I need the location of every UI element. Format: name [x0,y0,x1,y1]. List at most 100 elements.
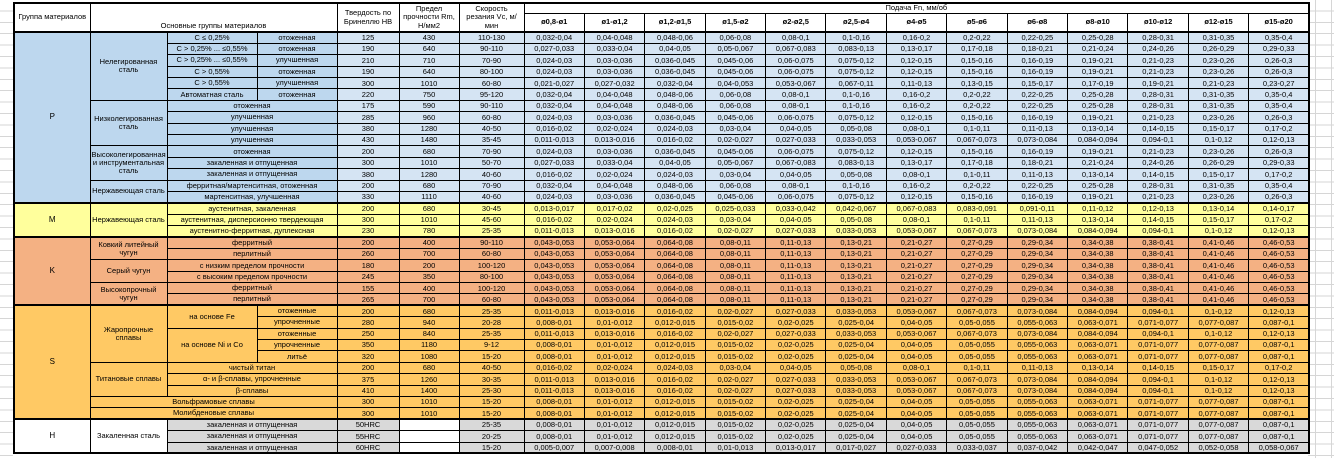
feed-cell: 0,06-0,08 [704,88,767,101]
feed-cell: 0,11-0,13 [765,270,827,284]
feed-cell: 0,043-0,053 [523,282,585,295]
feed-cell: 0,16-0,2 [885,88,948,101]
feed-cell: 0,005-0,007 [523,441,585,454]
feed-cell: 0,083-0,13 [825,156,887,170]
feed-cell: 0,04-0,05 [885,430,948,443]
strength-cell: 680 [398,179,460,192]
feed-cell: 0,094-0,1 [1127,225,1189,238]
feed-cell: 0,075-0,12 [825,54,887,67]
feed-cell: 0,03-0,04 [704,168,767,181]
feed-cell: 0,05-0,055 [946,350,1008,363]
speed-cell: 90-110 [458,235,525,249]
feed-cell: 0,13-0,14 [1187,201,1250,215]
group-letter-cell: P [13,31,91,204]
speed-cell: 40-60 [458,190,525,204]
feed-cell: 0,17-0,18 [946,156,1008,170]
feed-cell: 0,46-0,53 [1248,259,1310,272]
table-row: аустенитная, дисперсионно твердеющая 300 1… [14,213,1310,227]
feed-cell: 0,011-0,013 [523,373,585,386]
feed-cell: 0,13-0,15 [946,77,1008,90]
material-label-cell: закаленная и отпущенная [166,441,338,454]
feed-cell: 0,084-0,094 [1067,225,1129,238]
feed-cell: 0,08-0,11 [704,270,767,284]
strength-cell: 1010 [398,407,460,420]
hardness-cell: 300 [336,156,400,170]
feed-cell: 0,38-0,41 [1127,282,1189,295]
feed-cell: 0,094-0,1 [1127,133,1189,147]
feed-cell: 0,02-0,025 [765,407,827,420]
feed-cell: 0,02-0,025 [765,430,827,443]
feed-cell: 0,025-0,04 [825,316,887,329]
feed-cell: 0,03-0,04 [704,213,767,227]
speed-cell: 30-35 [458,373,525,386]
hardness-cell: 220 [336,88,400,101]
speed-cell: 15-20 [458,395,525,409]
feed-cell: 0,06-0,08 [704,99,767,113]
feed-cell: 0,013-0,016 [583,327,646,341]
feed-cell: 0,19-0,21 [1067,54,1129,67]
table-row: перлитный 265 700 60-80 0,043-0,053 0,053-0,0… [14,293,1310,306]
feed-cell: 0,23-0,26 [1187,190,1250,204]
feed-cell: 0,03-0,036 [583,54,646,67]
feed-cell: 0,06-0,075 [765,65,827,79]
feed-cell: 0,08-0,11 [704,235,767,249]
feed-cell: 0,31-0,35 [1187,179,1250,192]
feed-cell: 0,073-0,084 [1006,225,1069,238]
feed-cell: 0,06-0,075 [765,54,827,67]
feed-cell: 0,02-0,024 [583,213,646,227]
feed-cell: 0,048-0,06 [644,88,706,101]
material-label-cell: отоженная [256,42,338,56]
feed-cell: 0,23-0,26 [1187,111,1250,124]
table-row: C > 0,25% ... ≤0,55% отоженная 190 640 90-11… [14,42,1310,56]
speed-cell: 40-50 [458,122,525,136]
feed-cell: 0,26-0,3 [1248,54,1310,67]
group-letter-cell: S [13,304,91,420]
feed-cell: 0,13-0,21 [825,247,887,261]
feed-cell: 0,28-0,31 [1127,179,1189,192]
feed-cell: 0,26-0,29 [1187,156,1250,170]
strength-cell [398,441,460,454]
feed-cell: 0,027-0,033 [765,327,827,341]
feed-cell: 0,075-0,12 [825,145,887,158]
hardness-cell: 190 [336,65,400,79]
feed-cell: 0,17-0,2 [1248,122,1310,136]
feed-cell: 0,14-0,17 [1248,201,1310,215]
feed-cell: 0,21-0,24 [1067,156,1129,170]
feed-cell: 0,04-0,05 [885,418,948,432]
material-label-cell: C > 0,25% ... ≤0,55% [166,42,258,56]
feed-cell: 0,01-0,012 [583,430,646,443]
feed-cell: 0,063-0,071 [1067,407,1129,420]
feed-cell: 0,11-0,13 [1006,122,1069,136]
feed-cell: 0,21-0,27 [885,247,948,261]
hardness-cell: 155 [336,282,400,295]
feed-cell: 0,033-0,053 [825,373,887,386]
feed-cell: 0,016-0,02 [644,384,706,398]
feed-cell: 0,027-0,032 [583,77,646,90]
feed-cell: 0,025-0,04 [825,418,887,432]
material-label-cell: Молибденовые сплавы [89,407,338,420]
feed-cell: 0,06-0,08 [704,179,767,192]
feed-cell: 0,41-0,46 [1187,259,1250,272]
feed-cell: 0,064-0,08 [644,259,706,272]
feed-cell: 0,048-0,06 [644,179,706,192]
feed-cell: 0,24-0,26 [1127,42,1189,56]
feed-cell: 0,27-0,29 [946,270,1008,284]
feed-cell: 0,025-0,04 [825,407,887,420]
feed-cell: 0,15-0,16 [946,65,1008,79]
feed-cell: 0,1-0,11 [946,361,1008,375]
feed-cell: 0,063-0,071 [1067,395,1129,409]
hardness-cell: 300 [336,77,400,90]
feed-cell: 0,14-0,15 [1127,168,1189,181]
feed-cell: 0,12-0,13 [1248,327,1310,341]
feed-cell: 0,017-0,02 [583,201,646,215]
feed-cell: 0,26-0,29 [1187,42,1250,56]
feed-cell: 0,071-0,077 [1127,339,1189,352]
speed-cell: 40-60 [458,168,525,181]
feed-cell: 0,043-0,053 [523,259,585,272]
speed-cell: 35-45 [458,133,525,147]
speed-cell: 95-120 [458,88,525,101]
feed-cell: 0,071-0,077 [1127,316,1189,329]
feed-cell: 0,35-0,4 [1248,88,1310,101]
feed-cell: 0,11-0,13 [765,235,827,249]
strength-cell: 840 [398,327,460,341]
